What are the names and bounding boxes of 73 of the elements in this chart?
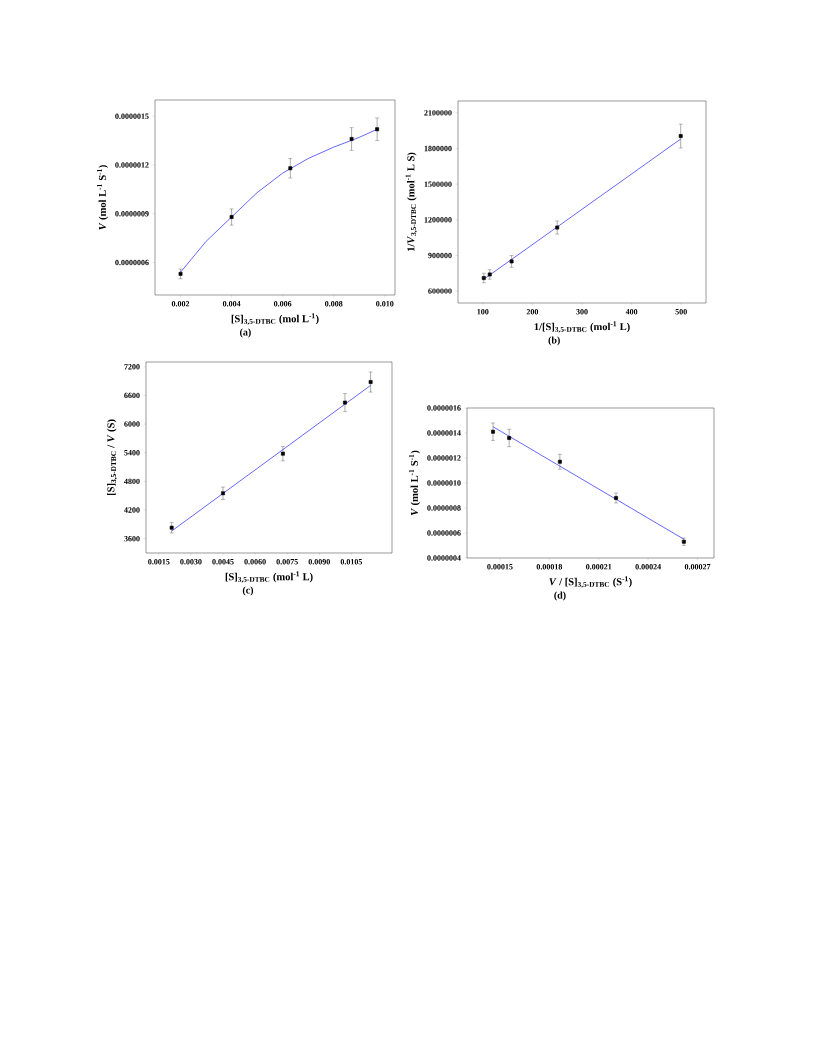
x-tick-label: 0.002 xyxy=(171,301,190,307)
y-tick-label: 0.0000016 xyxy=(427,405,461,411)
x-tick-label: 0.0045 xyxy=(212,559,234,565)
point xyxy=(349,137,354,141)
x-tick-label: 0.00021 xyxy=(586,564,612,570)
y-tick-label: 6000 xyxy=(124,421,140,427)
point xyxy=(281,451,285,456)
text: (c) xyxy=(242,586,254,596)
y-tick-label: 0.0000010 xyxy=(427,480,461,486)
y-tick-label: 2100000 xyxy=(424,110,452,116)
point xyxy=(614,496,618,500)
y-tick-label: 0.0000009 xyxy=(115,211,149,217)
y-tick-label: 5400 xyxy=(124,450,140,456)
x-axis-title: [S]$_{3,5-DTBC}$ (mol$^{-1}$ L) xyxy=(225,571,313,583)
x-tick-label: 0.00024 xyxy=(635,564,661,570)
x-tick-label: 100 xyxy=(477,309,489,315)
point xyxy=(555,225,560,230)
x-tick-label: 0.00018 xyxy=(536,564,563,570)
point xyxy=(507,436,512,440)
y-tick-label: 0.0000008 xyxy=(427,505,461,511)
x-axis-title: [S]$_{3,5-DTBC}$ (mol L$^{-1}$) xyxy=(231,313,319,325)
y-tick-label: 1200000 xyxy=(424,217,452,223)
y-tick-label: 1500000 xyxy=(424,181,452,187)
y-tick-label: 3600 xyxy=(124,535,140,542)
point xyxy=(288,166,293,171)
x-axis-title: V / [S]$_{3,5-DTBC}$ (S$^{-1}$) xyxy=(549,576,632,588)
x-tick-label: 0.00015 xyxy=(487,564,513,570)
point xyxy=(221,491,225,496)
x-tick-label: 0.006 xyxy=(273,301,292,307)
x-tick-label: 0.0075 xyxy=(276,559,298,565)
x-tick-label: 300 xyxy=(576,309,588,315)
y-tick-label: 4200 xyxy=(124,507,140,513)
text: (d) xyxy=(554,591,566,601)
point xyxy=(229,215,234,219)
x-tick-label: 0.0105 xyxy=(340,559,363,565)
y-tick-label: 0.0000012 xyxy=(427,455,461,461)
y-tick-label: 0.0000012 xyxy=(115,162,149,168)
y-tick-label: 0.0000015 xyxy=(115,113,149,119)
x-tick-label: 0.0030 xyxy=(180,559,202,565)
y-tick-label: 0.0000006 xyxy=(115,259,149,266)
y-tick-label: 1800000 xyxy=(424,145,452,152)
y-axis-title: V (mol L$^{-1}$ S$^{-1}$) xyxy=(97,165,109,230)
x-tick-label: 400 xyxy=(625,309,638,315)
x-axis-title: 1/[S]$_{3,5-DTBC}$ (mol$^{-1}$ L) xyxy=(534,321,630,333)
y-tick-label: 0.0000004 xyxy=(427,555,461,561)
text: (b) xyxy=(548,336,560,346)
point xyxy=(491,429,495,434)
y-axis-title: V (mol L$^{-1}$ S$^{-1}$) xyxy=(409,450,421,516)
y-tick-label: 0.0000014 xyxy=(427,430,461,436)
x-tick-label: 0.0090 xyxy=(308,559,330,565)
point xyxy=(678,134,683,138)
y-tick-label: 6600 xyxy=(124,392,140,399)
y-tick-label: 0.0000006 xyxy=(427,530,461,536)
x-tick-label: 500 xyxy=(675,309,687,315)
x-tick-label: 0.0060 xyxy=(244,559,266,565)
x-tick-label: 0.008 xyxy=(325,301,343,307)
point xyxy=(343,400,347,405)
y-tick-label: 7200 xyxy=(124,364,140,370)
x-tick-label: 0.010 xyxy=(376,301,394,307)
x-tick-label: 0.00027 xyxy=(684,564,711,570)
point xyxy=(509,259,514,264)
y-tick-label: 600000 xyxy=(428,288,452,294)
y-tick-label: 900000 xyxy=(428,252,452,259)
text: (a) xyxy=(240,328,251,338)
point xyxy=(368,380,373,384)
x-tick-label: 200 xyxy=(526,309,539,315)
y-axis-title: 1/V$_{3,5-DTBC}$ (mol$^{-1}$ L S) xyxy=(405,152,418,251)
x-tick-label: 0.0015 xyxy=(148,559,170,565)
point xyxy=(557,459,562,464)
y-axis-title: [S]$_{3,5-DTBC}$ / V (S) xyxy=(107,419,118,496)
x-tick-label: 0.004 xyxy=(222,301,241,307)
point xyxy=(375,127,380,132)
y-tick-label: 4800 xyxy=(124,478,140,485)
